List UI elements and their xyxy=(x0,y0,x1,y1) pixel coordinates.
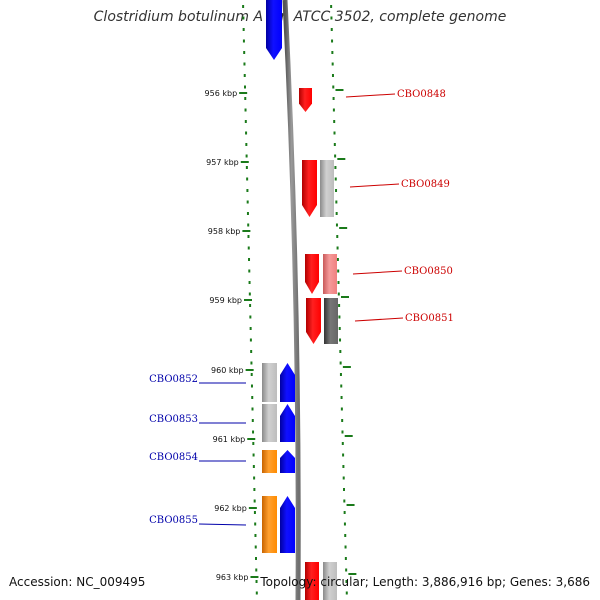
kbp-tick-label: 960 kbp xyxy=(211,366,244,375)
genome-summary-text: Topology: circular; Length: 3,886,916 bp… xyxy=(260,575,590,589)
label-leader-line xyxy=(198,523,247,526)
ruler-ticks: 956 kbp 957 kbp 958 kbp 959 kbp 960 kbp 961 k… xyxy=(205,5,357,595)
kbp-tick-label: 962 kbp xyxy=(214,504,247,513)
gene-feature-box xyxy=(324,298,338,344)
cds-arrow-forward xyxy=(299,88,312,112)
genome-backbone xyxy=(282,0,301,600)
label-leader-line xyxy=(345,93,396,98)
kbp-tick-label: 961 kbp xyxy=(213,435,246,444)
gene-label: CBO0853 xyxy=(149,414,198,425)
label-leader-line xyxy=(354,317,404,322)
kbp-tick-label: 958 kbp xyxy=(208,227,241,236)
gene-label: CBO0850 xyxy=(404,266,453,277)
cds-partial-bottom xyxy=(305,562,319,600)
label-leader-line xyxy=(349,183,400,188)
cds-arrow-reverse xyxy=(280,496,295,553)
gene-feature-box xyxy=(323,254,337,294)
gene-label: CBO0852 xyxy=(149,374,198,385)
kbp-tick-label: 957 kbp xyxy=(206,158,239,167)
kbp-tick-label: 956 kbp xyxy=(205,89,238,98)
cds-arrow-reverse xyxy=(280,404,295,442)
gene-label: CBO0851 xyxy=(405,313,454,324)
gene-feature-box xyxy=(262,404,277,442)
feature-partial-bottom xyxy=(323,562,337,600)
accession-text: Accession: NC_009495 xyxy=(9,575,146,589)
gene-label: CBO0854 xyxy=(149,452,198,463)
feature-tracks xyxy=(262,0,338,600)
cds-arrow-forward xyxy=(302,160,317,217)
gene-feature-box xyxy=(262,450,277,473)
gene-feature-box xyxy=(262,496,277,553)
cds-partial-top xyxy=(266,0,282,60)
cds-arrow-forward xyxy=(306,298,321,344)
gene-feature-box xyxy=(262,363,277,402)
kbp-tick-label: 959 kbp xyxy=(209,296,242,305)
gene-label: CBO0849 xyxy=(401,179,450,190)
cds-arrow-reverse xyxy=(280,450,295,473)
kbp-tick-label: 963 kbp xyxy=(216,573,249,582)
gene-feature-box xyxy=(320,160,334,217)
gene-labels: CBO0848 CBO0849 CBO0850 CBO0851 CBO0852 CBO08… xyxy=(149,89,454,526)
label-leader-line xyxy=(352,270,403,275)
map-title: Clostridium botulinum A str. ATCC 3502, … xyxy=(93,9,507,25)
cds-arrow-reverse xyxy=(280,363,295,402)
gene-label: CBO0855 xyxy=(149,515,198,526)
gene-label: CBO0848 xyxy=(397,89,446,100)
cds-arrow-forward xyxy=(305,254,319,294)
